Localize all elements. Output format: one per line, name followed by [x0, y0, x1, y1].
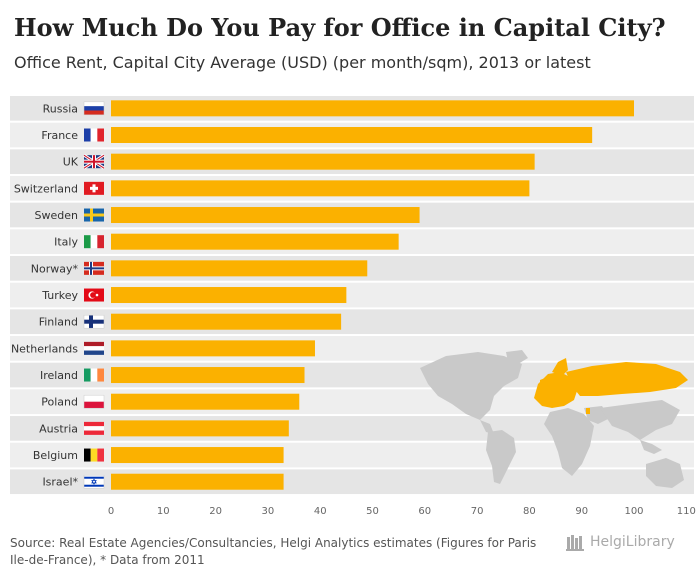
flags	[83, 101, 105, 489]
bar-russia[interactable]	[111, 100, 634, 117]
bar-sweden[interactable]	[111, 207, 420, 224]
x-tick-50: 50	[366, 506, 379, 517]
flag-italy-icon	[84, 235, 104, 249]
category-label-sweden: Sweden	[35, 209, 78, 222]
map-scandinavia	[552, 358, 568, 376]
x-tick-110: 110	[677, 506, 696, 517]
map-highlighted-countries	[534, 358, 688, 414]
x-tick-30: 30	[262, 506, 275, 517]
flag-ireland-icon	[84, 368, 104, 382]
map-australia	[646, 458, 684, 488]
category-label-italy: Italy	[54, 236, 78, 249]
category-label-russia: Russia	[43, 102, 78, 115]
map-central-america	[480, 420, 494, 434]
map-uk	[540, 378, 546, 390]
bar-netherlands[interactable]	[111, 340, 315, 357]
logo-text: HelgiLibrary	[590, 534, 675, 550]
x-tick-80: 80	[523, 506, 536, 517]
flag-finland-icon	[83, 314, 105, 329]
chart-title: How Much Do You Pay for Office in Capita…	[14, 13, 666, 42]
bar-switzerland[interactable]	[111, 180, 530, 197]
bar-austria[interactable]	[111, 420, 289, 437]
bar-chart: Russia France UK Switzerland Sweden Italy Norw…	[10, 96, 696, 517]
flag-israel-icon	[83, 474, 105, 489]
category-label-belgium: Belgium	[33, 449, 78, 462]
category-label-ireland: Ireland	[40, 369, 78, 382]
category-label-switzerland: Switzerland	[14, 182, 78, 195]
flag-france-icon	[84, 128, 104, 142]
x-tick-20: 20	[209, 506, 222, 517]
x-tick-10: 10	[157, 506, 170, 517]
map-north-america	[420, 352, 522, 420]
category-labels: Russia France UK Switzerland Sweden Italy Norw…	[11, 102, 79, 488]
flag-russia-icon	[83, 101, 105, 116]
flag-turkey-icon	[84, 288, 104, 302]
x-tick-40: 40	[314, 506, 327, 517]
flag-poland-icon	[83, 394, 105, 409]
category-label-turkey: Turkey	[41, 289, 78, 302]
bar-turkey[interactable]	[111, 287, 347, 304]
x-tick-100: 100	[624, 506, 643, 517]
x-axis-ticks: 0 10 20 30 40 50 60 70 80 90 100 110	[108, 506, 696, 517]
x-tick-70: 70	[471, 506, 484, 517]
flag-austria-icon	[84, 421, 104, 435]
chart-subtitle: Office Rent, Capital City Average (USD) …	[14, 53, 591, 72]
bar-poland[interactable]	[111, 393, 300, 410]
library-icon	[566, 535, 584, 551]
source-note: Source: Real Estate Agencies/Consultanci…	[10, 536, 537, 567]
map-russia	[566, 362, 688, 396]
map-southeast-asia	[640, 440, 662, 454]
category-label-uk: UK	[63, 156, 79, 169]
map-asia-south	[600, 400, 680, 440]
bar-belgium[interactable]	[111, 447, 284, 464]
x-tick-0: 0	[108, 506, 114, 517]
bar-norway[interactable]	[111, 260, 368, 277]
flag-netherlands-icon	[84, 341, 104, 355]
bar-italy[interactable]	[111, 233, 399, 250]
flag-belgium-icon	[84, 448, 104, 462]
bar-israel[interactable]	[111, 473, 284, 490]
map-israel	[586, 408, 590, 414]
category-label-france: France	[41, 129, 78, 142]
x-tick-90: 90	[575, 506, 588, 517]
flag-switzerland-icon	[84, 181, 104, 195]
category-label-netherlands: Netherlands	[11, 342, 78, 355]
bars	[111, 100, 634, 490]
category-label-israel: Israel*	[42, 476, 78, 489]
world-map	[420, 350, 684, 488]
map-south-america	[486, 430, 516, 484]
category-label-finland: Finland	[39, 316, 78, 329]
bar-france[interactable]	[111, 127, 593, 144]
category-label-poland: Poland	[41, 396, 78, 409]
bar-ireland[interactable]	[111, 367, 305, 384]
category-label-austria: Austria	[39, 422, 78, 435]
category-label-norway: Norway*	[31, 262, 79, 275]
flag-uk-icon	[83, 153, 105, 170]
map-greenland	[506, 350, 528, 364]
bar-uk[interactable]	[111, 153, 535, 170]
x-tick-60: 60	[418, 506, 431, 517]
helgilibrary-logo: HelgiLibrary	[566, 533, 675, 551]
flag-norway-icon	[84, 261, 104, 275]
map-africa	[544, 408, 594, 476]
bar-finland[interactable]	[111, 313, 342, 330]
flag-sweden-icon	[84, 208, 104, 222]
